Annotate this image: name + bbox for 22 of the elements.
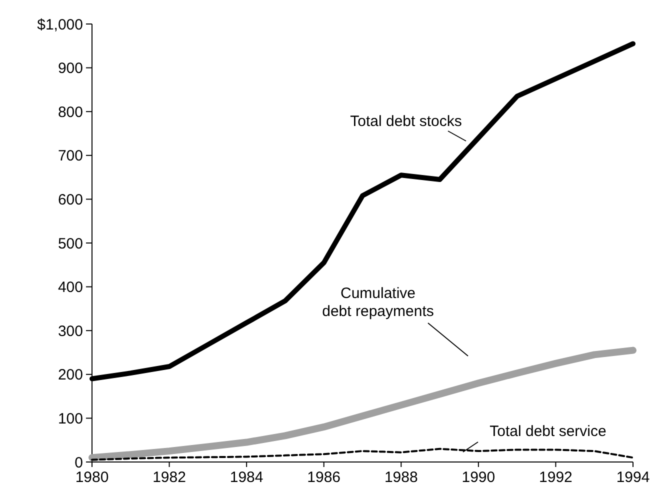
- x-tick-label: 1980: [75, 469, 109, 486]
- y-tick-label: 500: [58, 235, 83, 252]
- x-tick-label: 1988: [384, 469, 418, 486]
- y-tick-label: 0: [74, 454, 83, 472]
- x-tick-label: 1982: [152, 469, 186, 486]
- y-tick-label: 200: [58, 366, 83, 384]
- y-tick-label: 700: [58, 148, 83, 165]
- x-tick-label: 1990: [462, 469, 496, 486]
- y-tick-label: 800: [58, 104, 83, 121]
- y-tick-label: 300: [58, 322, 83, 340]
- x-tick-label: 1984: [230, 469, 264, 486]
- series-label: Total debt stocks: [350, 113, 462, 130]
- y-tick-label: $1,000: [37, 16, 83, 34]
- y-tick-label: 600: [58, 191, 83, 208]
- y-tick-label: 400: [58, 279, 83, 296]
- y-tick-label: 900: [58, 60, 83, 78]
- x-tick-label: 1992: [539, 469, 572, 486]
- text: Cumulative debt repayments: [322, 285, 434, 320]
- x-tick-label: 1994: [616, 469, 650, 486]
- x-tick-label: 1986: [307, 469, 341, 486]
- y-tick-label: 100: [58, 410, 83, 428]
- series-label: Total debt service: [490, 423, 606, 440]
